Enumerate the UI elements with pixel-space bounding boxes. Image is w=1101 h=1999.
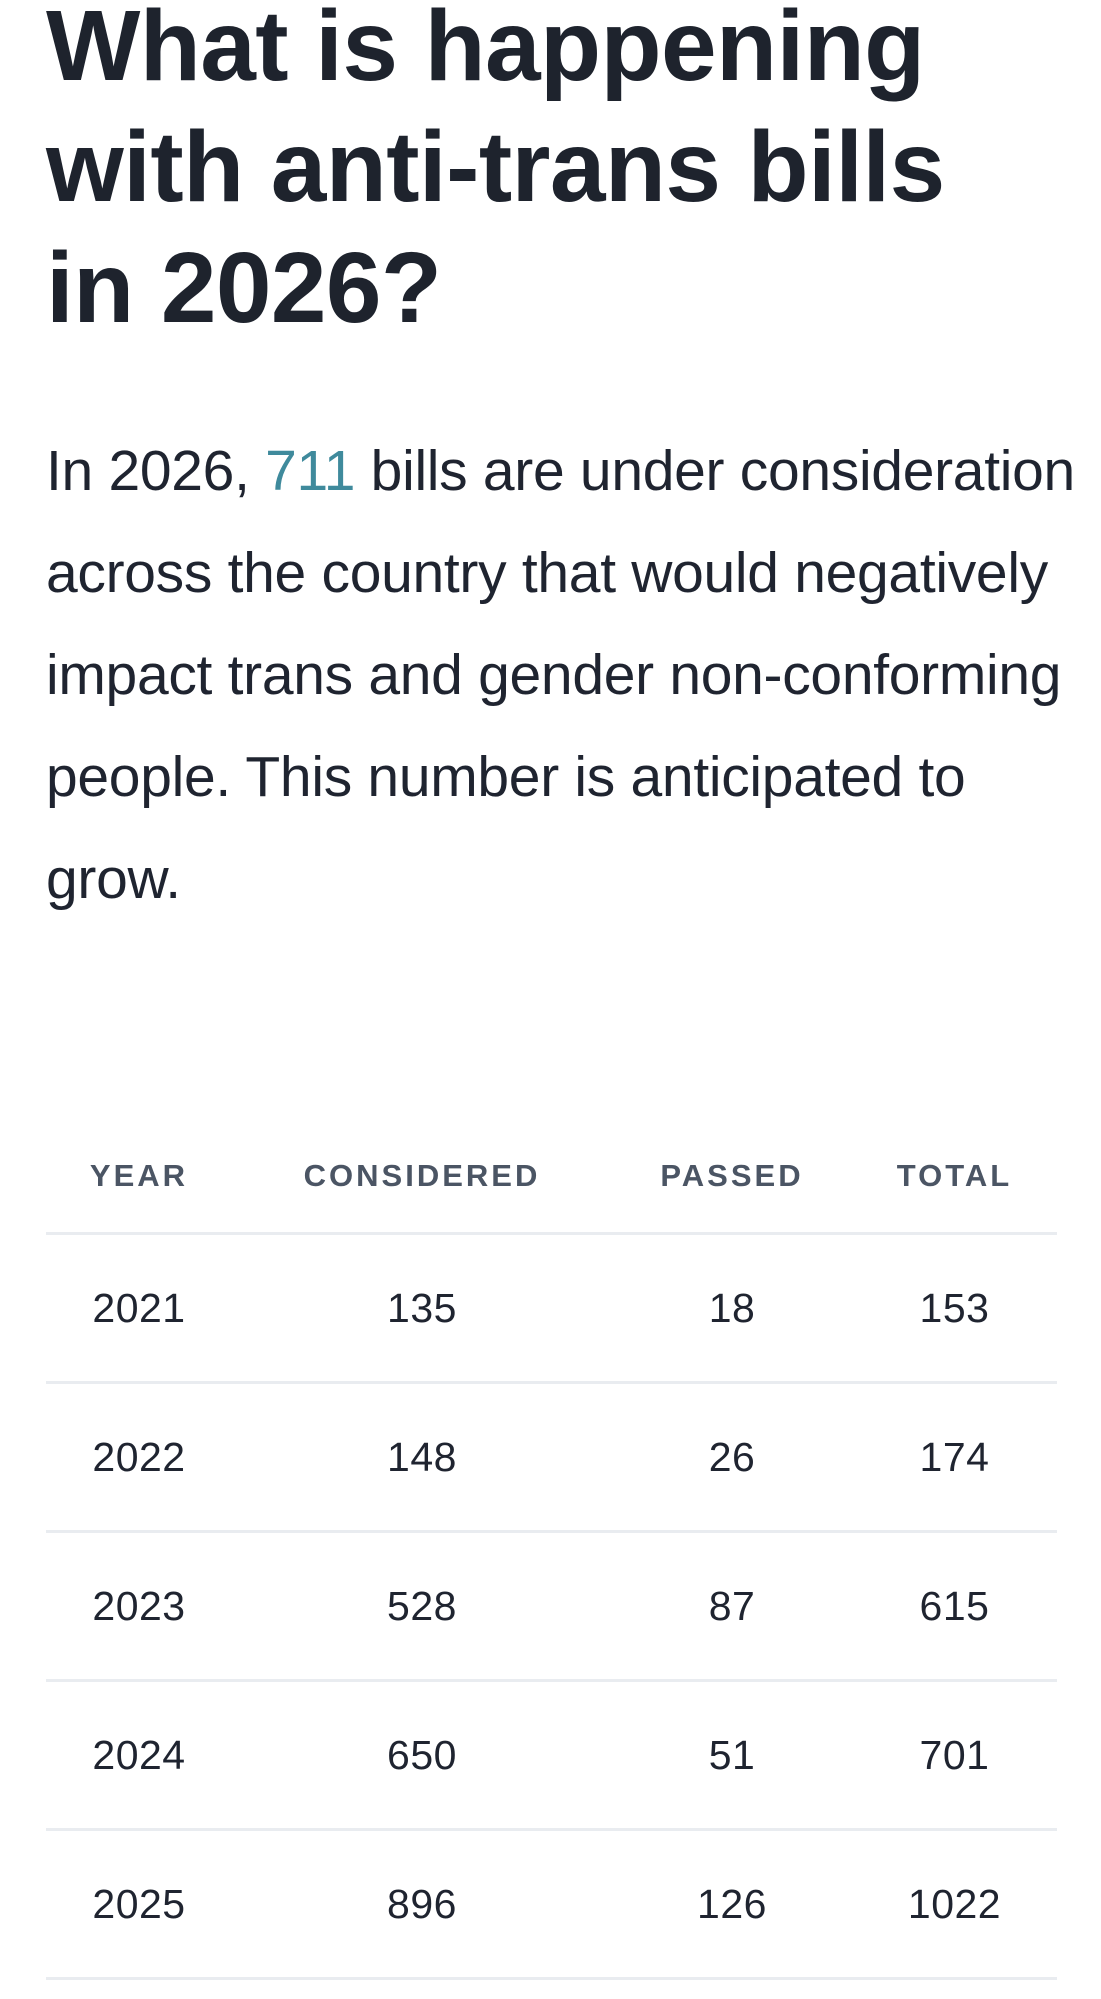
header-total: TOTAL (852, 1120, 1057, 1235)
cell-year: 2021 (46, 1233, 232, 1384)
header-passed: PASSED (612, 1120, 852, 1235)
cell-passed: 51 (612, 1680, 852, 1831)
cell-total: 615 (852, 1531, 1057, 1682)
cell-year: 2025 (46, 1829, 232, 1980)
bill-count-highlight: 711 (265, 439, 356, 503)
cell-total: 174 (852, 1382, 1057, 1533)
cell-considered: 650 (232, 1680, 612, 1831)
cell-passed: 87 (612, 1531, 852, 1682)
table-row: 2022 148 26 174 (46, 1382, 1057, 1533)
cell-total: 153 (852, 1233, 1057, 1384)
page-title: What is happening with anti-trans bills … (46, 0, 945, 344)
cell-year: 2023 (46, 1531, 232, 1682)
header-year: YEAR (46, 1120, 232, 1235)
intro-text-after: bills are under consideration across the… (46, 439, 1075, 911)
cell-year: 2022 (46, 1382, 232, 1533)
cell-total: 1022 (852, 1829, 1057, 1980)
cell-year: 2024 (46, 1680, 232, 1831)
cell-passed: 18 (612, 1233, 852, 1384)
cell-considered: 135 (232, 1233, 612, 1384)
bills-by-year-table: YEAR CONSIDERED PASSED TOTAL 2021 135 18… (46, 1120, 1057, 1980)
table-row: 2021 135 18 153 (46, 1233, 1057, 1384)
cell-considered: 528 (232, 1531, 612, 1682)
cell-passed: 26 (612, 1382, 852, 1533)
cell-passed: 126 (612, 1829, 852, 1980)
cell-considered: 148 (232, 1382, 612, 1533)
cell-total: 701 (852, 1680, 1057, 1831)
intro-paragraph: In 2026, 711 bills are under considerati… (46, 420, 1076, 930)
cell-considered: 896 (232, 1829, 612, 1980)
table-row: 2023 528 87 615 (46, 1531, 1057, 1682)
table-row: 2024 650 51 701 (46, 1680, 1057, 1831)
table-header-row: YEAR CONSIDERED PASSED TOTAL (46, 1120, 1057, 1235)
header-considered: CONSIDERED (232, 1120, 612, 1235)
table-row: 2025 896 126 1022 (46, 1829, 1057, 1980)
intro-text-before: In 2026, (46, 439, 266, 503)
